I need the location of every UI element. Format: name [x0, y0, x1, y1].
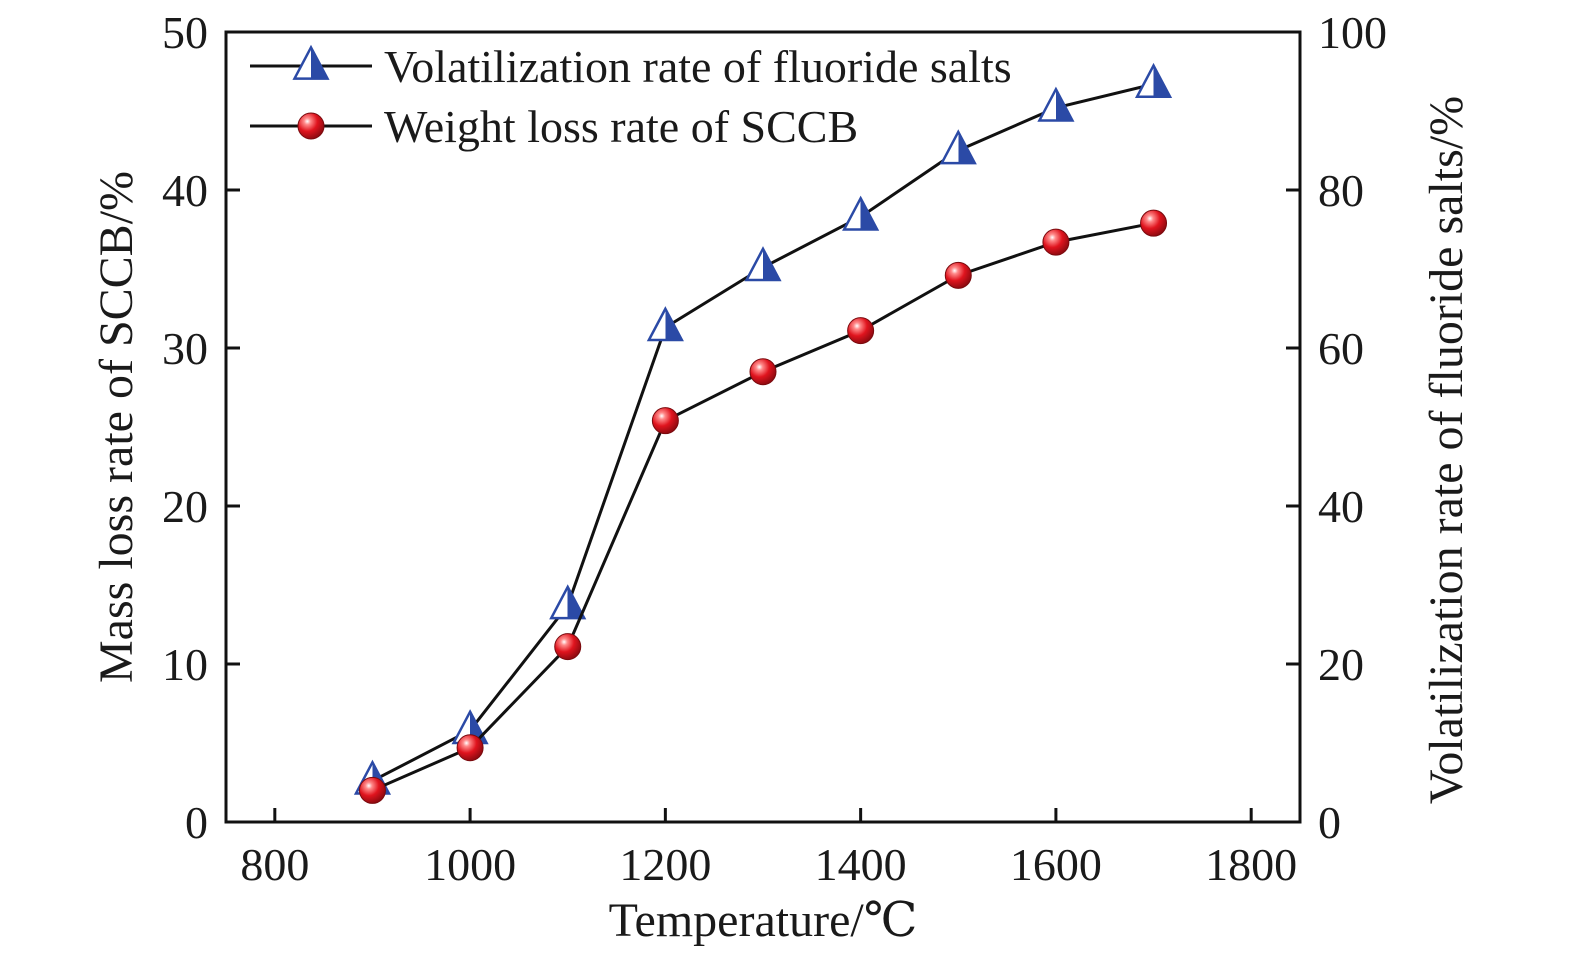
x-tick-label: 1000 [424, 839, 516, 890]
x-tick-label: 1600 [1010, 839, 1102, 890]
y-left-tick-label: 10 [162, 639, 208, 690]
triangle-point [842, 195, 880, 231]
x-tick-label: 1400 [815, 839, 907, 890]
circle-point [1042, 228, 1070, 256]
legend-triangle-marker [292, 44, 330, 80]
circle-point [944, 261, 972, 289]
y-left-axis-title: Mass loss rate of SCCB/% [90, 171, 143, 683]
y-right-tick-label: 60 [1318, 323, 1364, 374]
y-right-tick-label: 80 [1318, 165, 1364, 216]
legend-label: Volatilization rate of fluoride salts [384, 41, 1012, 92]
triangle-point [646, 306, 684, 342]
series-1 [358, 209, 1168, 804]
circle-point [1140, 209, 1168, 237]
triangle-point [1134, 62, 1173, 98]
y-left-tick-label: 30 [162, 323, 208, 374]
triangle-point [939, 129, 977, 165]
series-0 [353, 62, 1173, 795]
circle-point [358, 776, 386, 804]
circle-point [651, 407, 679, 435]
series-line [371, 82, 1154, 783]
x-axis-title: Temperature/℃ [609, 894, 918, 947]
y-left-tick-label: 50 [162, 7, 208, 58]
legend-circle-marker [297, 112, 325, 140]
y-right-tick-label: 100 [1318, 7, 1387, 58]
legend-label: Weight loss rate of SCCB [384, 101, 858, 152]
y-right-tick-label: 40 [1318, 481, 1364, 532]
y-left-tick-label: 20 [162, 481, 208, 532]
circle-point [554, 633, 582, 661]
x-tick-label: 1200 [619, 839, 711, 890]
y-right-axis-title: Volatilization rate of fluoride salts/% [1420, 96, 1473, 804]
triangle-point [549, 584, 587, 620]
triangle-point [744, 246, 782, 282]
y-right-tick-label: 20 [1318, 639, 1364, 690]
circle-point [456, 734, 484, 762]
x-tick-label: 1800 [1205, 839, 1297, 890]
x-axis-ticks: 800 1000 1200 1400 1600 1800 [240, 808, 1297, 890]
circle-point [749, 358, 777, 386]
legend: Volatilization rate of fluoride salts Wei… [250, 41, 1012, 152]
circle-point [847, 317, 875, 345]
y-left-tick-label: 40 [162, 165, 208, 216]
y-left-axis-ticks: 0 10 20 30 40 50 [162, 7, 240, 848]
plot-frame [224, 30, 1302, 824]
y-right-tick-label: 0 [1318, 797, 1341, 848]
series-layer [353, 62, 1173, 804]
x-tick-label: 800 [240, 839, 309, 890]
triangle-point [1037, 86, 1075, 122]
y-left-tick-label: 0 [185, 797, 208, 848]
y-right-axis-ticks: 0 20 40 60 80 100 [1286, 7, 1387, 848]
